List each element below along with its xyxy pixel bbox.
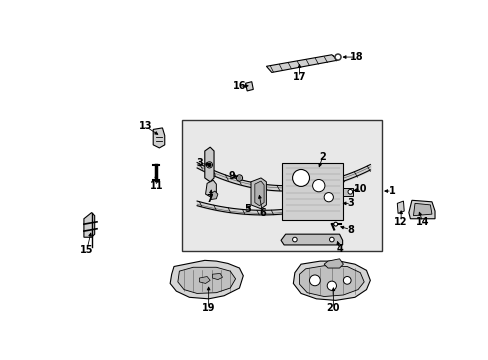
Circle shape bbox=[312, 180, 324, 192]
Circle shape bbox=[326, 281, 336, 291]
Polygon shape bbox=[254, 181, 264, 206]
Circle shape bbox=[236, 175, 242, 181]
Text: 19: 19 bbox=[202, 303, 215, 313]
Text: 8: 8 bbox=[346, 225, 353, 235]
Polygon shape bbox=[413, 203, 431, 216]
Polygon shape bbox=[153, 128, 164, 148]
Text: 14: 14 bbox=[415, 217, 428, 227]
Text: 15: 15 bbox=[80, 244, 94, 255]
Polygon shape bbox=[205, 180, 216, 197]
Polygon shape bbox=[266, 55, 337, 72]
Polygon shape bbox=[84, 213, 95, 237]
Text: 3: 3 bbox=[196, 158, 203, 168]
Polygon shape bbox=[281, 163, 343, 220]
Circle shape bbox=[206, 162, 212, 168]
Circle shape bbox=[343, 276, 350, 284]
Polygon shape bbox=[250, 178, 266, 209]
Polygon shape bbox=[178, 267, 235, 293]
Polygon shape bbox=[299, 266, 364, 297]
Circle shape bbox=[238, 176, 241, 180]
Text: 17: 17 bbox=[292, 72, 305, 82]
Text: 7: 7 bbox=[206, 194, 213, 204]
Text: 1: 1 bbox=[388, 186, 394, 196]
Text: 16: 16 bbox=[232, 81, 245, 91]
Text: 3: 3 bbox=[347, 198, 354, 208]
Bar bbox=[182, 120, 381, 251]
Polygon shape bbox=[204, 147, 214, 182]
Text: 2: 2 bbox=[319, 152, 325, 162]
Text: 9: 9 bbox=[228, 171, 235, 181]
Circle shape bbox=[309, 275, 320, 286]
Circle shape bbox=[324, 193, 333, 202]
Circle shape bbox=[334, 54, 341, 60]
Polygon shape bbox=[324, 259, 343, 268]
Text: 10: 10 bbox=[354, 184, 367, 194]
Polygon shape bbox=[281, 234, 342, 245]
Text: 20: 20 bbox=[326, 303, 340, 313]
Circle shape bbox=[333, 222, 337, 226]
Circle shape bbox=[329, 237, 333, 242]
Text: 5: 5 bbox=[244, 204, 250, 214]
Text: 4: 4 bbox=[335, 244, 342, 254]
Polygon shape bbox=[293, 261, 369, 300]
Circle shape bbox=[347, 189, 352, 194]
Polygon shape bbox=[343, 188, 353, 195]
Polygon shape bbox=[210, 191, 218, 199]
Text: 12: 12 bbox=[394, 217, 407, 227]
Text: 6: 6 bbox=[259, 208, 265, 217]
Circle shape bbox=[292, 237, 297, 242]
Polygon shape bbox=[170, 260, 243, 299]
Text: 11: 11 bbox=[149, 181, 163, 192]
Text: 13: 13 bbox=[139, 121, 152, 131]
Polygon shape bbox=[245, 82, 253, 91]
Circle shape bbox=[336, 55, 339, 59]
Polygon shape bbox=[408, 200, 434, 219]
Polygon shape bbox=[199, 276, 210, 283]
Polygon shape bbox=[212, 274, 222, 280]
Circle shape bbox=[292, 170, 309, 186]
Polygon shape bbox=[396, 201, 404, 213]
Text: 18: 18 bbox=[349, 52, 363, 62]
Circle shape bbox=[207, 163, 210, 166]
